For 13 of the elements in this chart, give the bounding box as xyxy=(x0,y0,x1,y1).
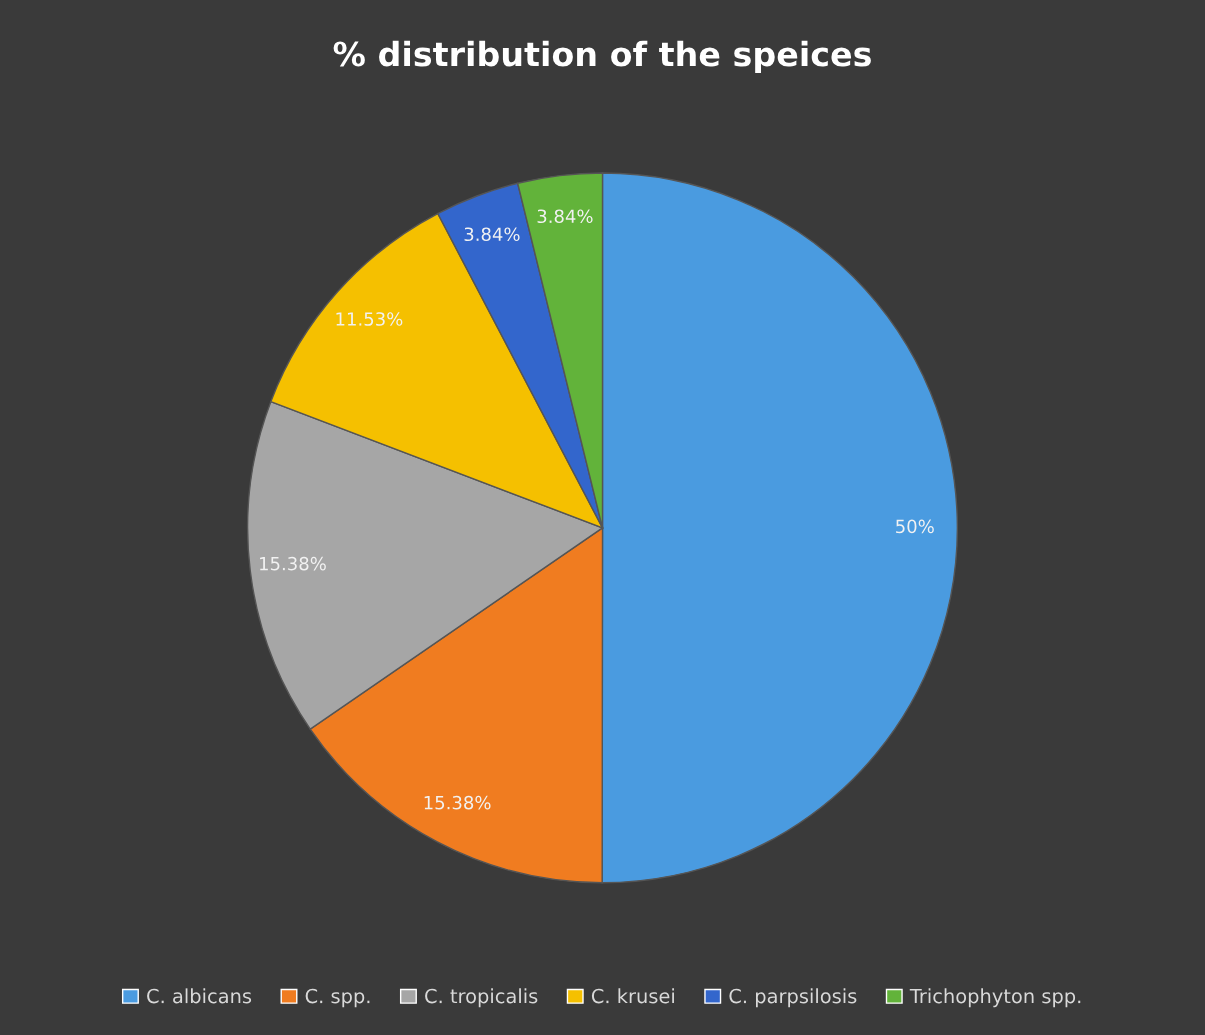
data-label: 15.38% xyxy=(260,556,326,571)
legend-label: C. krusei xyxy=(591,988,674,1004)
legend-label: C. parpsilosis xyxy=(729,988,857,1008)
legend-label: C. spp. xyxy=(305,988,370,1008)
data-label: 3.84% xyxy=(537,209,593,224)
data-label: 3.84% xyxy=(464,227,520,242)
data-label: 11.53% xyxy=(336,312,403,326)
legend-label: Trichophyton spp. xyxy=(909,988,1081,1008)
data-label: 50% xyxy=(896,519,934,534)
chart-title: % distribution of the speices xyxy=(333,40,871,74)
legend-label: C. tropicalis xyxy=(425,988,538,1008)
legend-label: C. albicans xyxy=(147,988,252,1004)
data-label: 15.38% xyxy=(424,795,491,810)
